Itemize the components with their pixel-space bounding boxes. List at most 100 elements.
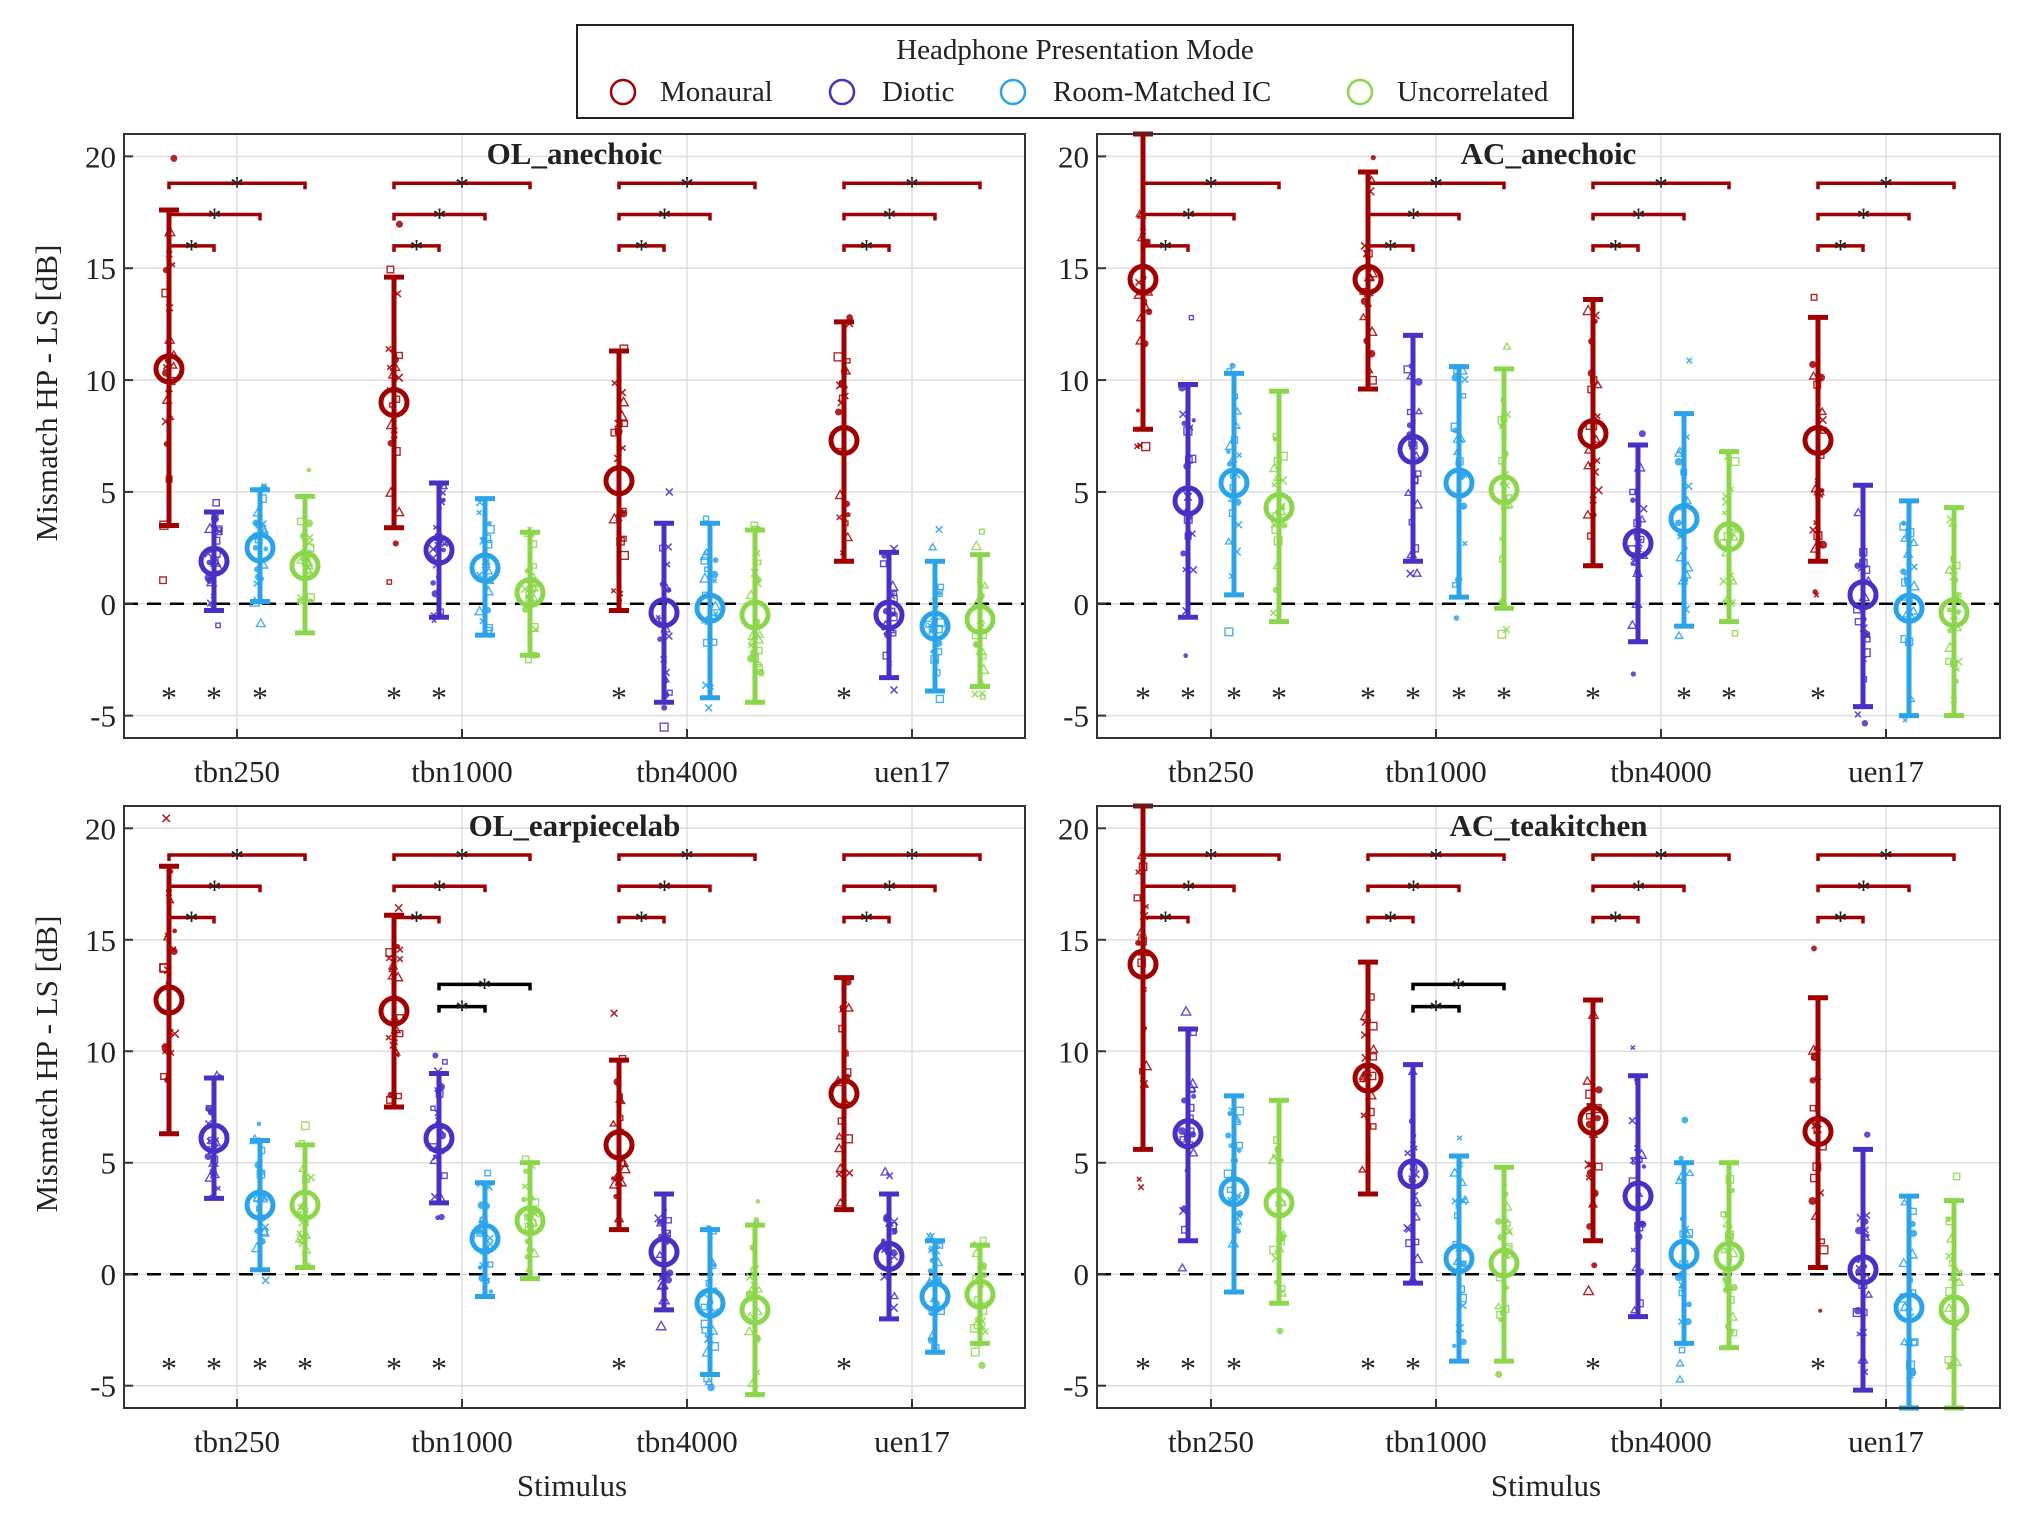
bracket-line [1816,212,1911,221]
bracket-star-black: * [455,996,469,1027]
significance-star-below: * [1360,680,1376,716]
participant-point [1178,1127,1186,1135]
bracket-line [842,853,982,862]
participant-point [981,1328,989,1336]
bracket-line [1366,244,1415,252]
participant-point [879,560,887,568]
participant-point [835,1132,844,1140]
mean-marker [514,1205,546,1237]
bracket-line [617,244,666,252]
participant-point [1180,1005,1192,1016]
participant-point [1226,449,1231,454]
bracket-line [1816,884,1911,893]
participant-point [1460,1260,1467,1267]
bracket-line-black [437,1004,487,1013]
bracket-line-black [1411,1004,1461,1013]
bracket-line [167,853,307,862]
bracket-line [1591,244,1640,252]
mean-marker [964,1278,996,1310]
x-tick-label: tbn1000 [1385,754,1487,789]
legend-entry-room-matched-ic: Room-Matched IC [999,76,1271,108]
participant-point [1955,1268,1964,1277]
significance-brackets-red: * * * [392,172,532,266]
panel-ac-anechoic: * * * * * * * * * * * * * * * * * * * * * * * * -5 0 5 10 15 20 tbn250… [1058,131,2001,789]
participant-point [532,626,539,633]
bracket-star: * [635,235,649,266]
participant-point [1191,1093,1197,1099]
x-axis-label-left: Stimulus [517,1468,627,1503]
participant-point [889,1291,900,1300]
bracket-line-black [437,982,532,991]
participant-point [386,364,393,371]
mean-marker [1397,1158,1429,1190]
participant-point [439,482,449,490]
mean-marker [198,545,230,577]
mean-marker [648,597,680,629]
participant-point [1674,519,1682,527]
participant-point [206,559,212,565]
participant-point [1911,1338,1919,1346]
mean-marker [198,1122,230,1154]
participant-point [1145,308,1153,316]
series-room-matched-ic [244,1121,951,1392]
participant-point [488,1289,494,1294]
axes-frame [123,805,1026,1409]
y-tick-label: 10 [1058,363,1089,398]
participant-point [523,1168,529,1175]
participant-point [1853,507,1864,517]
significance-brackets-red: * * * [1141,172,1281,266]
bracket-star: * [1204,844,1218,875]
participant-point [1582,1075,1593,1085]
participant-point [215,527,223,536]
series-monaural [1127,803,1834,1313]
mean-marker [1218,467,1250,499]
participant-point [1236,1148,1242,1153]
participant-point [300,1121,310,1131]
participant-point [396,955,404,963]
bracket-star: * [230,844,244,875]
significance-brackets-red: * * * [167,844,307,937]
bracket-star: * [1407,204,1421,235]
participant-point [1368,1043,1379,1053]
participant-point [1180,550,1187,557]
bracket-star: * [185,906,199,937]
participant-point [1459,502,1468,510]
mean-marker [1622,1180,1654,1212]
participant-point [889,685,899,694]
bracket-star-black: * [1429,996,1443,1027]
participant-point [1808,370,1819,380]
bracket-star: * [658,875,672,906]
participant-point [836,514,843,521]
participant-point [1178,410,1188,419]
mean-marker [603,1129,635,1161]
participant-point [978,689,986,698]
participant-point [440,1172,448,1180]
y-tick-label: 15 [85,251,116,286]
x-tick-label: tbn4000 [1610,1424,1712,1459]
participant-point [473,605,486,616]
participant-point [935,694,945,704]
participant-point [1268,462,1280,473]
participant-point [661,704,668,711]
participant-point [927,622,934,629]
bracket-line [617,212,712,221]
bracket-line [1141,244,1190,252]
participant-point [880,1247,887,1254]
participant-point [1594,1114,1601,1122]
participant-point [294,1232,306,1243]
bracket-line [1816,853,1956,862]
participant-point [1225,1132,1232,1139]
significance-star-below: * [386,680,402,716]
participant-point [1269,609,1277,617]
y-tick-label: 20 [1058,139,1089,174]
significance-star-below: * [1585,680,1601,716]
significance-brackets-red: * * * [1141,844,1281,937]
participant-point [430,580,436,586]
participant-point [438,1213,445,1221]
significance-star-below: * [611,1350,627,1386]
participant-point [430,1105,436,1112]
participant-point [1641,1164,1647,1169]
participant-point [306,467,312,473]
participant-point [1495,1370,1503,1379]
participant-point [307,598,313,604]
